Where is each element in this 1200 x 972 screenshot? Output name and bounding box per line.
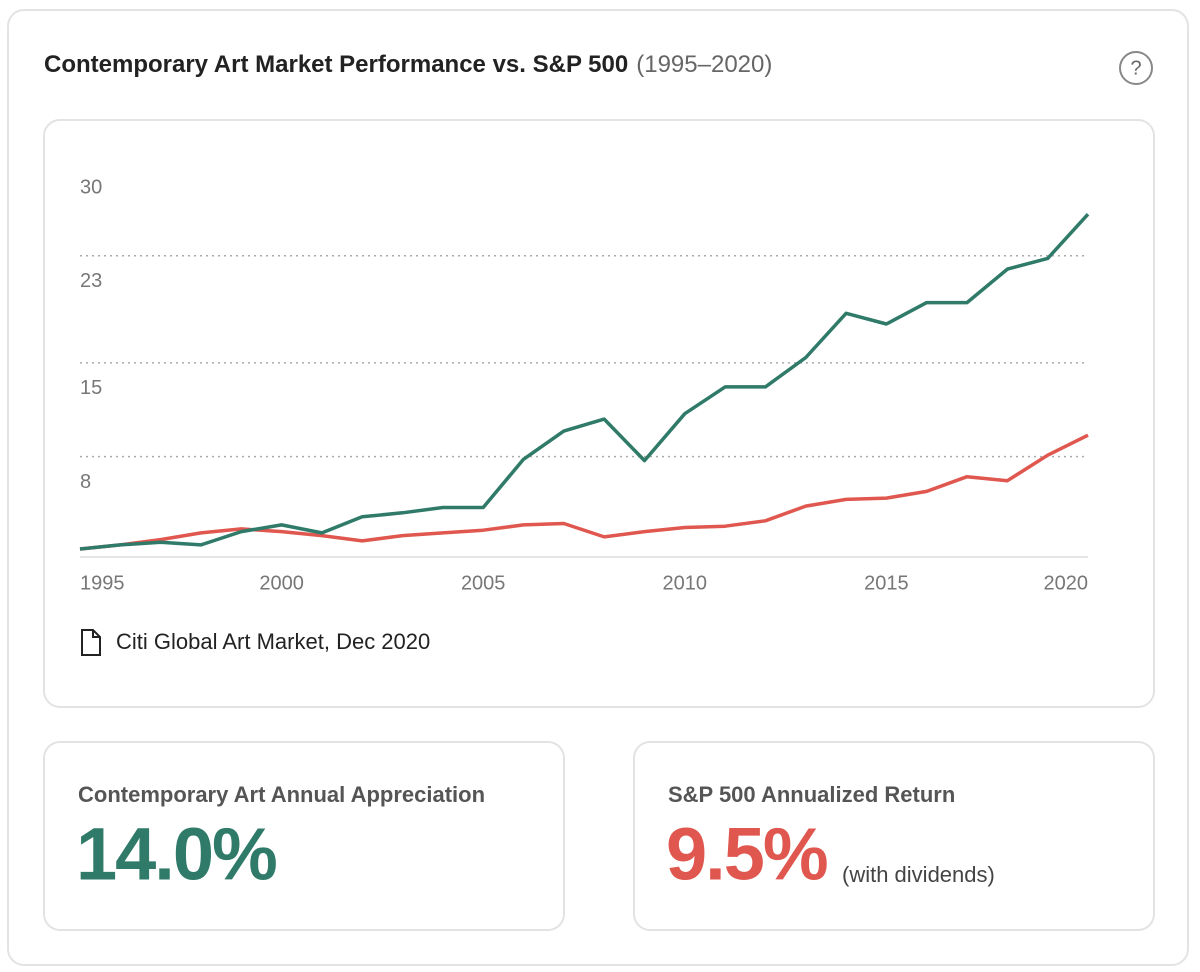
- y-tick-label: 8: [80, 471, 91, 493]
- series-line: [79, 213, 1090, 551]
- stat-value: 9.5%: [666, 813, 827, 896]
- stat-label: Contemporary Art Annual Appreciation: [78, 782, 485, 807]
- stat-card: [633, 741, 1155, 931]
- help-button[interactable]: ?: [1119, 51, 1153, 85]
- stat-value: 14.0%: [76, 813, 276, 896]
- title-main: Contemporary Art Market Performance vs. …: [44, 51, 628, 78]
- title: Contemporary Art Market Performance vs. …: [44, 51, 772, 78]
- x-tick-label: 2005: [461, 572, 506, 594]
- stat-note: (with dividends): [842, 862, 995, 887]
- title-sub: (1995–2020): [636, 51, 772, 78]
- y-tick-label: 30: [80, 176, 102, 198]
- help-icon[interactable]: ?: [1130, 57, 1141, 79]
- x-tick-label: 2000: [259, 572, 304, 594]
- x-tick-label: 2020: [1044, 572, 1089, 594]
- x-tick-label: 1995: [80, 572, 125, 594]
- chart-card: [43, 119, 1155, 708]
- x-tick-label: 2010: [663, 572, 708, 594]
- y-tick-label: 15: [80, 377, 102, 399]
- stat-label: S&P 500 Annualized Return: [668, 782, 955, 807]
- x-tick-label: 2015: [864, 572, 909, 594]
- y-tick-label: 23: [80, 270, 102, 292]
- source: Citi Global Art Market, Dec 2020: [116, 629, 430, 654]
- source-icon: [81, 629, 101, 656]
- help-circle[interactable]: [1119, 51, 1153, 85]
- stat-card: [43, 741, 565, 931]
